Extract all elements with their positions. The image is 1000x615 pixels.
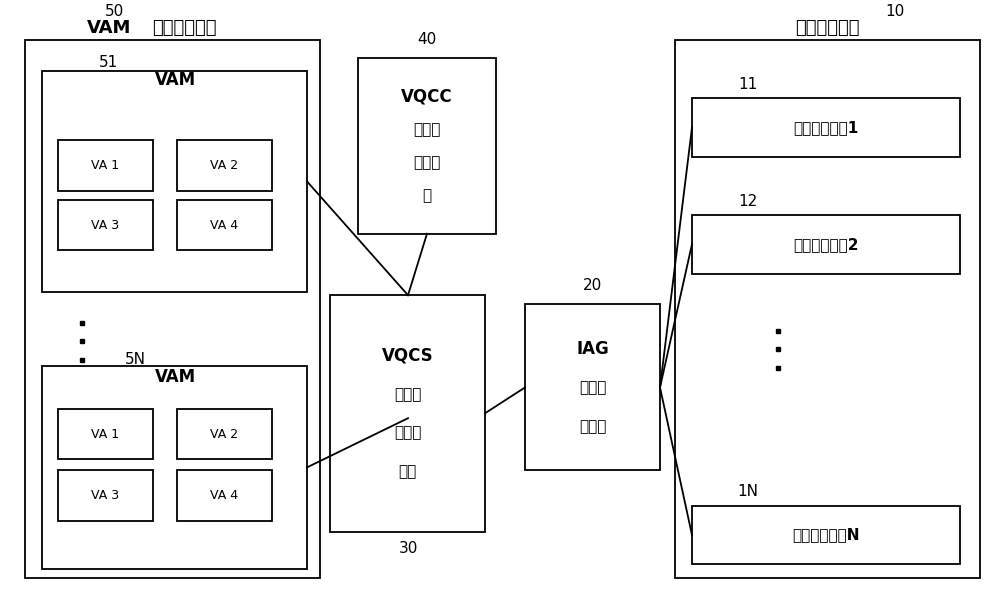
- Text: IAG: IAG: [576, 339, 609, 358]
- Text: VA 4: VA 4: [210, 218, 239, 232]
- Text: VQCC: VQCC: [401, 87, 453, 105]
- Text: 视频监控平台1: 视频监控平台1: [793, 120, 859, 135]
- Text: 视频质: 视频质: [394, 387, 421, 402]
- Text: VAM: VAM: [154, 368, 196, 386]
- Bar: [58, 470, 153, 521]
- Bar: [177, 470, 272, 521]
- Text: 视频监控平台N: 视频监控平台N: [792, 527, 860, 542]
- Text: VA 4: VA 4: [210, 489, 239, 502]
- Text: VA 2: VA 2: [210, 159, 239, 172]
- Text: 端: 端: [422, 188, 432, 204]
- Text: 入网关: 入网关: [579, 419, 606, 434]
- Bar: [25, 40, 320, 578]
- Text: 40: 40: [417, 33, 437, 47]
- Bar: [525, 304, 660, 470]
- Bar: [692, 506, 960, 564]
- Bar: [358, 58, 496, 234]
- Text: 50: 50: [105, 4, 125, 18]
- Bar: [58, 200, 153, 250]
- Text: VA 3: VA 3: [91, 489, 120, 502]
- Text: 综合接: 综合接: [579, 380, 606, 395]
- Bar: [675, 40, 980, 578]
- Text: 51: 51: [98, 55, 118, 70]
- Text: 12: 12: [738, 194, 758, 209]
- Text: 20: 20: [583, 279, 603, 293]
- Bar: [692, 98, 960, 157]
- Text: VA 2: VA 2: [210, 427, 239, 441]
- Text: 平台: 平台: [398, 464, 417, 479]
- Text: 5N: 5N: [124, 352, 146, 367]
- Bar: [177, 140, 272, 191]
- Bar: [177, 200, 272, 250]
- Text: VAM: VAM: [154, 71, 196, 89]
- Bar: [177, 409, 272, 459]
- Text: 1N: 1N: [738, 485, 759, 499]
- Text: VQCS: VQCS: [382, 346, 433, 365]
- Text: 视频分析设备: 视频分析设备: [152, 18, 216, 37]
- Text: 量诊断: 量诊断: [394, 426, 421, 440]
- Text: 10: 10: [885, 4, 905, 18]
- Text: 视频诊: 视频诊: [413, 122, 441, 137]
- Text: VA 1: VA 1: [91, 427, 120, 441]
- Bar: [692, 215, 960, 274]
- Text: 视频监控平台2: 视频监控平台2: [793, 237, 859, 252]
- Bar: [42, 366, 307, 569]
- Text: 30: 30: [398, 541, 418, 556]
- Text: VAM: VAM: [87, 18, 131, 37]
- Bar: [42, 71, 307, 292]
- Text: VA 1: VA 1: [91, 159, 120, 172]
- Text: 视频监控平台: 视频监控平台: [795, 18, 859, 37]
- Bar: [330, 295, 485, 532]
- Text: VA 3: VA 3: [91, 218, 120, 232]
- Text: 11: 11: [738, 77, 758, 92]
- Bar: [58, 140, 153, 191]
- Text: 断客户: 断客户: [413, 155, 441, 170]
- Bar: [58, 409, 153, 459]
